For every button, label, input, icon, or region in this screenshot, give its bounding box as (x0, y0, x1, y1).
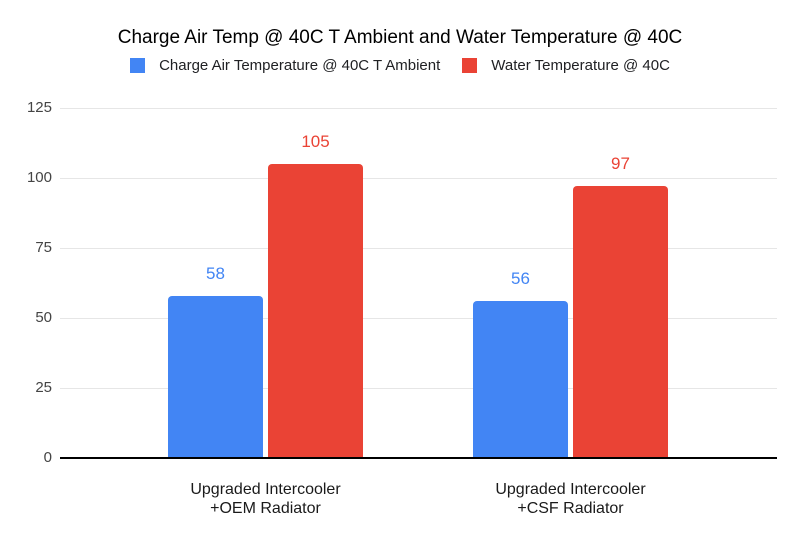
value-label-series1-group0: 105 (301, 132, 330, 151)
y-tick-label-0: 0 (43, 449, 52, 466)
gridline-125 (60, 107, 777, 109)
legend-label-charge-air: Charge Air Temperature @ 40C T Ambient (159, 56, 441, 74)
bar-series0-group0 (168, 295, 263, 458)
legend-label-water: Water Temperature @ 40C (491, 56, 670, 74)
chart-title: Charge Air Temp @ 40C T Ambient and Wate… (117, 27, 683, 48)
category-label-0: Upgraded Intercooler +OEM Radiator (190, 481, 341, 517)
value-label-series0-group1: 56 (511, 269, 530, 289)
value-label-series1-group1: 97 (611, 154, 630, 174)
legend-item-charge-air: Charge Air Temperature @ 40C T Ambient (130, 57, 440, 74)
bar-series0-group1 (473, 301, 568, 458)
category-label-1: Upgraded Intercooler +CSF Radiator (495, 481, 646, 517)
y-tick-label-100: 100 (26, 169, 52, 186)
y-tick-label-75: 75 (35, 239, 52, 256)
bar-series1-group0 (268, 164, 363, 458)
x-axis-line (60, 457, 777, 459)
y-tick-label-50: 50 (35, 309, 52, 326)
gridline-75 (60, 247, 777, 249)
legend: Charge Air Temperature @ 40C T Ambient W… (0, 55, 800, 75)
y-tick-label-125: 125 (26, 99, 52, 116)
y-tick-label-25: 25 (35, 379, 52, 396)
gridline-50 (60, 317, 777, 319)
value-label-series0-group0: 58 (206, 263, 225, 283)
legend-swatch-blue-icon (130, 57, 146, 73)
gridline-25 (60, 387, 777, 389)
legend-swatch-red-icon (462, 57, 478, 73)
legend-item-water: Water Temperature @ 40C (462, 57, 670, 74)
gridline-100 (60, 177, 777, 179)
bar-series1-group1 (573, 186, 668, 458)
